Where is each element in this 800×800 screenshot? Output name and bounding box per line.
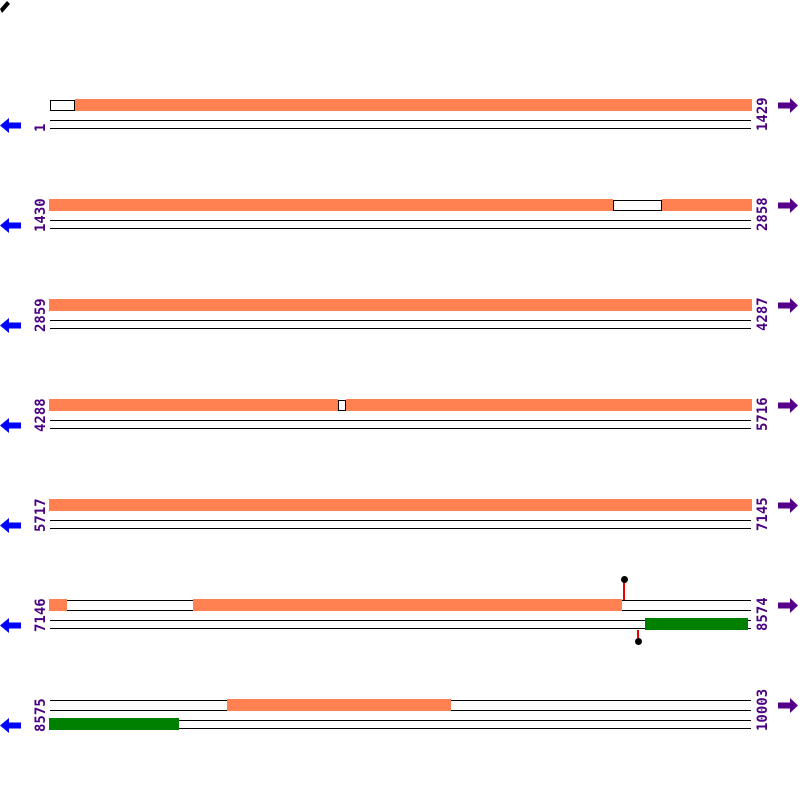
reverse-strand-lane bbox=[50, 420, 751, 429]
scroll-right-arrow-icon[interactable] bbox=[778, 98, 799, 113]
feature-gap-box[interactable] bbox=[338, 400, 346, 411]
scroll-right-arrow-icon[interactable] bbox=[778, 498, 799, 513]
feature-marker-stem bbox=[623, 582, 625, 600]
feature-box-reverse[interactable] bbox=[645, 618, 748, 630]
row-end-coordinate: 2858 bbox=[755, 197, 771, 231]
reverse-strand-lane bbox=[50, 120, 751, 129]
row-start-coordinate: 2859 bbox=[33, 298, 49, 332]
sequence-row: 8575 10003 bbox=[0, 689, 800, 746]
feature-box-forward[interactable] bbox=[227, 699, 451, 711]
row-end-coordinate: 8574 bbox=[755, 597, 771, 631]
row-start-coordinate: 1 bbox=[33, 123, 49, 132]
sequence-row: 7146 8574 bbox=[0, 576, 800, 646]
feature-gap-box[interactable] bbox=[613, 200, 662, 211]
scroll-right-arrow-icon[interactable] bbox=[778, 198, 799, 213]
row-end-coordinate: 5716 bbox=[755, 397, 771, 431]
scroll-right-arrow-icon[interactable] bbox=[778, 598, 799, 613]
feature-box-forward[interactable] bbox=[662, 199, 752, 211]
sequence-row: 4288 5716 bbox=[0, 397, 800, 446]
sequence-row: 1 1429 bbox=[0, 97, 800, 146]
reverse-strand-lane bbox=[50, 720, 751, 729]
reverse-strand-lane bbox=[50, 320, 751, 329]
scroll-left-arrow-icon[interactable] bbox=[0, 518, 22, 533]
scroll-left-arrow-icon[interactable] bbox=[0, 718, 22, 733]
feature-gap-box[interactable] bbox=[50, 100, 75, 111]
sequence-row: 5717 7145 bbox=[0, 497, 800, 546]
sequence-row: 2859 4287 bbox=[0, 297, 800, 346]
feature-box-forward[interactable] bbox=[49, 499, 752, 511]
feature-marker-dot[interactable] bbox=[620, 576, 628, 583]
scroll-right-arrow-icon[interactable] bbox=[778, 698, 799, 713]
feature-marker-dot[interactable] bbox=[634, 638, 642, 645]
scroll-left-arrow-icon[interactable] bbox=[0, 318, 22, 333]
row-start-coordinate: 8575 bbox=[33, 698, 49, 732]
row-start-coordinate: 5717 bbox=[33, 498, 49, 532]
feature-box-forward[interactable] bbox=[49, 599, 67, 611]
scroll-left-arrow-icon[interactable] bbox=[0, 618, 22, 633]
scroll-left-arrow-icon[interactable] bbox=[0, 118, 22, 133]
feature-box-forward[interactable] bbox=[49, 299, 752, 311]
feature-box-forward[interactable] bbox=[49, 399, 338, 411]
row-start-coordinate: 1430 bbox=[33, 198, 49, 232]
feature-box-forward[interactable] bbox=[75, 99, 752, 111]
scroll-right-arrow-icon[interactable] bbox=[778, 298, 799, 313]
feature-box-forward[interactable] bbox=[346, 399, 752, 411]
feature-marker-stem bbox=[637, 630, 639, 638]
feature-box-forward[interactable] bbox=[193, 599, 622, 611]
row-end-coordinate: 10003 bbox=[755, 688, 771, 731]
row-end-coordinate: 7145 bbox=[755, 497, 771, 531]
feature-box-reverse[interactable] bbox=[49, 718, 179, 730]
reverse-strand-lane bbox=[50, 520, 751, 529]
reverse-strand-lane bbox=[50, 620, 751, 629]
row-start-coordinate: 4288 bbox=[33, 398, 49, 432]
scroll-left-arrow-icon[interactable] bbox=[0, 418, 22, 433]
clipped-corner-glyph bbox=[0, 1, 10, 13]
row-start-coordinate: 7146 bbox=[33, 598, 49, 632]
row-end-coordinate: 1429 bbox=[755, 97, 771, 131]
reverse-strand-lane bbox=[50, 220, 751, 229]
sequence-row: 1430 2858 bbox=[0, 197, 800, 246]
scroll-left-arrow-icon[interactable] bbox=[0, 218, 22, 233]
feature-box-forward[interactable] bbox=[49, 199, 613, 211]
row-end-coordinate: 4287 bbox=[755, 297, 771, 331]
scroll-right-arrow-icon[interactable] bbox=[778, 398, 799, 413]
